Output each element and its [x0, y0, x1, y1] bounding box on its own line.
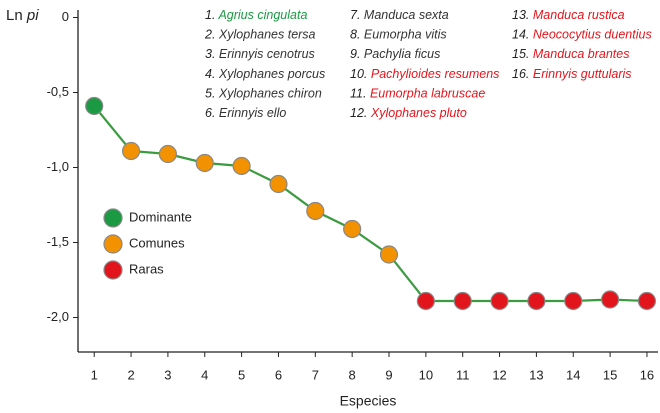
data-point — [121, 141, 141, 161]
species-entry: 13. Manduca rustica — [512, 8, 625, 22]
species-number: 2. — [204, 28, 215, 42]
species-entry: 5. Xylophanes chiron — [205, 87, 322, 101]
x-tick-label: 16 — [640, 367, 654, 382]
legend-marker — [103, 208, 123, 228]
species-entry: 1. Agrius cingulata — [205, 8, 307, 22]
species-name: Agrius cingulata — [217, 8, 307, 22]
x-tick-label: 9 — [385, 367, 392, 382]
data-point — [527, 291, 546, 311]
species-entry: 10. Pachylioides resumens — [350, 67, 499, 81]
legend-marker — [103, 234, 123, 254]
data-point — [306, 201, 325, 221]
y-tick-label: -2,0 — [47, 309, 69, 324]
data-point — [379, 245, 399, 264]
data-point — [232, 156, 251, 176]
species-name: Erinnyis guttularis — [533, 67, 632, 81]
y-label-pi: pi — [26, 7, 39, 24]
species-number: 1. — [205, 8, 215, 22]
data-point — [453, 291, 472, 311]
species-number: 10. — [350, 67, 367, 81]
species-name: Manduca rustica — [533, 8, 625, 22]
species-number: 9. — [350, 47, 360, 61]
x-tick-label: 3 — [164, 367, 171, 382]
x-tick-label: 5 — [238, 367, 245, 382]
x-tick-label: 15 — [603, 367, 617, 382]
x-tick-label: 13 — [529, 367, 543, 382]
data-line — [93, 105, 647, 303]
legend-label: Comunes — [129, 235, 185, 250]
data-point — [600, 290, 620, 309]
species-entry: 2. Xylophanes tersa — [204, 28, 316, 42]
species-number: 14. — [512, 28, 529, 42]
species-name: Manduca sexta — [364, 8, 449, 22]
x-tick-label: 14 — [566, 367, 580, 382]
species-name: Neococytius duentius — [533, 28, 652, 42]
species-name: Manduca brantes — [533, 47, 630, 61]
species-entry: 14. Neococytius duentius — [512, 28, 652, 42]
data-point — [416, 291, 435, 311]
species-number: 6. — [205, 106, 215, 120]
y-axis-label: Ln pi — [6, 7, 39, 24]
data-point — [195, 153, 214, 173]
species-number: 12. — [350, 106, 367, 120]
x-tick-label: 10 — [419, 367, 433, 382]
species-number: 13. — [512, 8, 529, 22]
species-number: 3. — [205, 47, 215, 61]
species-number: 15. — [512, 47, 529, 61]
x-tick-label: 7 — [312, 367, 319, 382]
species-name: Xylophanes chiron — [218, 87, 322, 101]
species-number: 7. — [350, 8, 360, 22]
species-entry: 7. Manduca sexta — [350, 8, 449, 22]
species-entry: 3. Erinnyis cenotrus — [205, 47, 315, 61]
data-point — [269, 174, 288, 194]
y-tick-label: -1,0 — [47, 159, 69, 174]
legend-label: Dominante — [129, 209, 192, 224]
species-number: 11. — [350, 87, 366, 101]
x-tick-label: 4 — [201, 367, 208, 382]
data-point — [158, 144, 178, 164]
species-entry: 12. Xylophanes pluto — [350, 106, 467, 120]
species-entry: 16. Erinnyis guttularis — [512, 67, 632, 81]
species-entry: 9. Pachylia ficus — [350, 47, 440, 61]
legend-marker — [103, 260, 123, 280]
species-number: 8. — [350, 28, 360, 42]
species-name: Xylophanes porcus — [218, 67, 325, 81]
data-point — [490, 291, 509, 311]
species-name: Xylophanes pluto — [370, 106, 467, 120]
data-point — [564, 291, 583, 311]
data-point — [343, 219, 362, 239]
species-entry: 11. Eumorpha labruscae — [350, 87, 485, 101]
species-entry: 15. Manduca brantes — [512, 47, 629, 61]
y-label-ln: Ln — [6, 7, 23, 24]
x-tick-label: 6 — [275, 367, 282, 382]
x-tick-label: 2 — [127, 367, 134, 382]
y-tick-label: 0 — [62, 9, 69, 24]
data-point — [637, 291, 657, 311]
species-entry: 6. Erinnyis ello — [205, 106, 286, 120]
species-name: Erinnyis ello — [219, 106, 286, 120]
species-name: Pachylia ficus — [364, 47, 440, 61]
species-entry: 8. Eumorpha vitis — [350, 28, 447, 42]
species-name: Eumorpha labruscae — [370, 87, 485, 101]
x-axis-label: Especies — [340, 393, 397, 409]
y-tick-label: -0,5 — [47, 84, 69, 99]
species-entry: 4. Xylophanes porcus — [205, 67, 325, 81]
y-tick-label: -1,5 — [47, 234, 69, 249]
x-tick-label: 8 — [349, 367, 356, 382]
x-tick-label: 12 — [492, 367, 506, 382]
species-number: 5. — [205, 87, 215, 101]
species-name: Xylophanes tersa — [218, 28, 316, 42]
x-tick-label: 11 — [456, 367, 470, 382]
species-number: 4. — [205, 67, 215, 81]
data-point — [85, 96, 104, 116]
species-name: Eumorpha vitis — [364, 28, 447, 42]
legend-label: Raras — [129, 261, 164, 276]
species-name: Erinnyis cenotrus — [219, 47, 315, 61]
species-number: 16. — [512, 67, 529, 81]
species-name: Pachylioides resumens — [371, 67, 500, 81]
x-tick-label: 1 — [91, 367, 98, 382]
